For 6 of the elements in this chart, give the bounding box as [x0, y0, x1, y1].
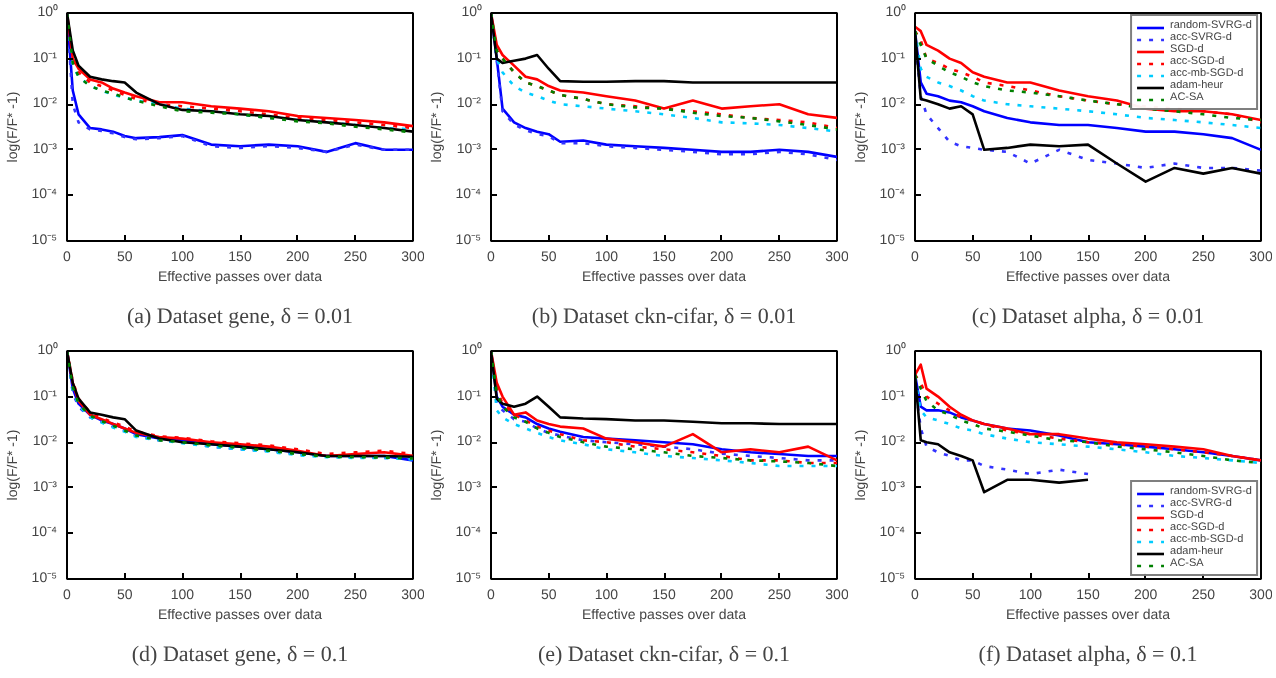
text: (a) Dataset gene, δ = 0.01	[126, 305, 354, 329]
text: (f) Dataset alpha, δ = 0.1	[978, 643, 1198, 667]
text: (e) Dataset ckn-cifar, δ = 0.1	[537, 643, 791, 667]
text: (c) Dataset alpha, δ = 0.01	[971, 305, 1205, 329]
text: (d) Dataset gene, δ = 0.1	[131, 643, 349, 667]
text: (b) Dataset ckn-cifar, δ = 0.01	[531, 305, 797, 329]
